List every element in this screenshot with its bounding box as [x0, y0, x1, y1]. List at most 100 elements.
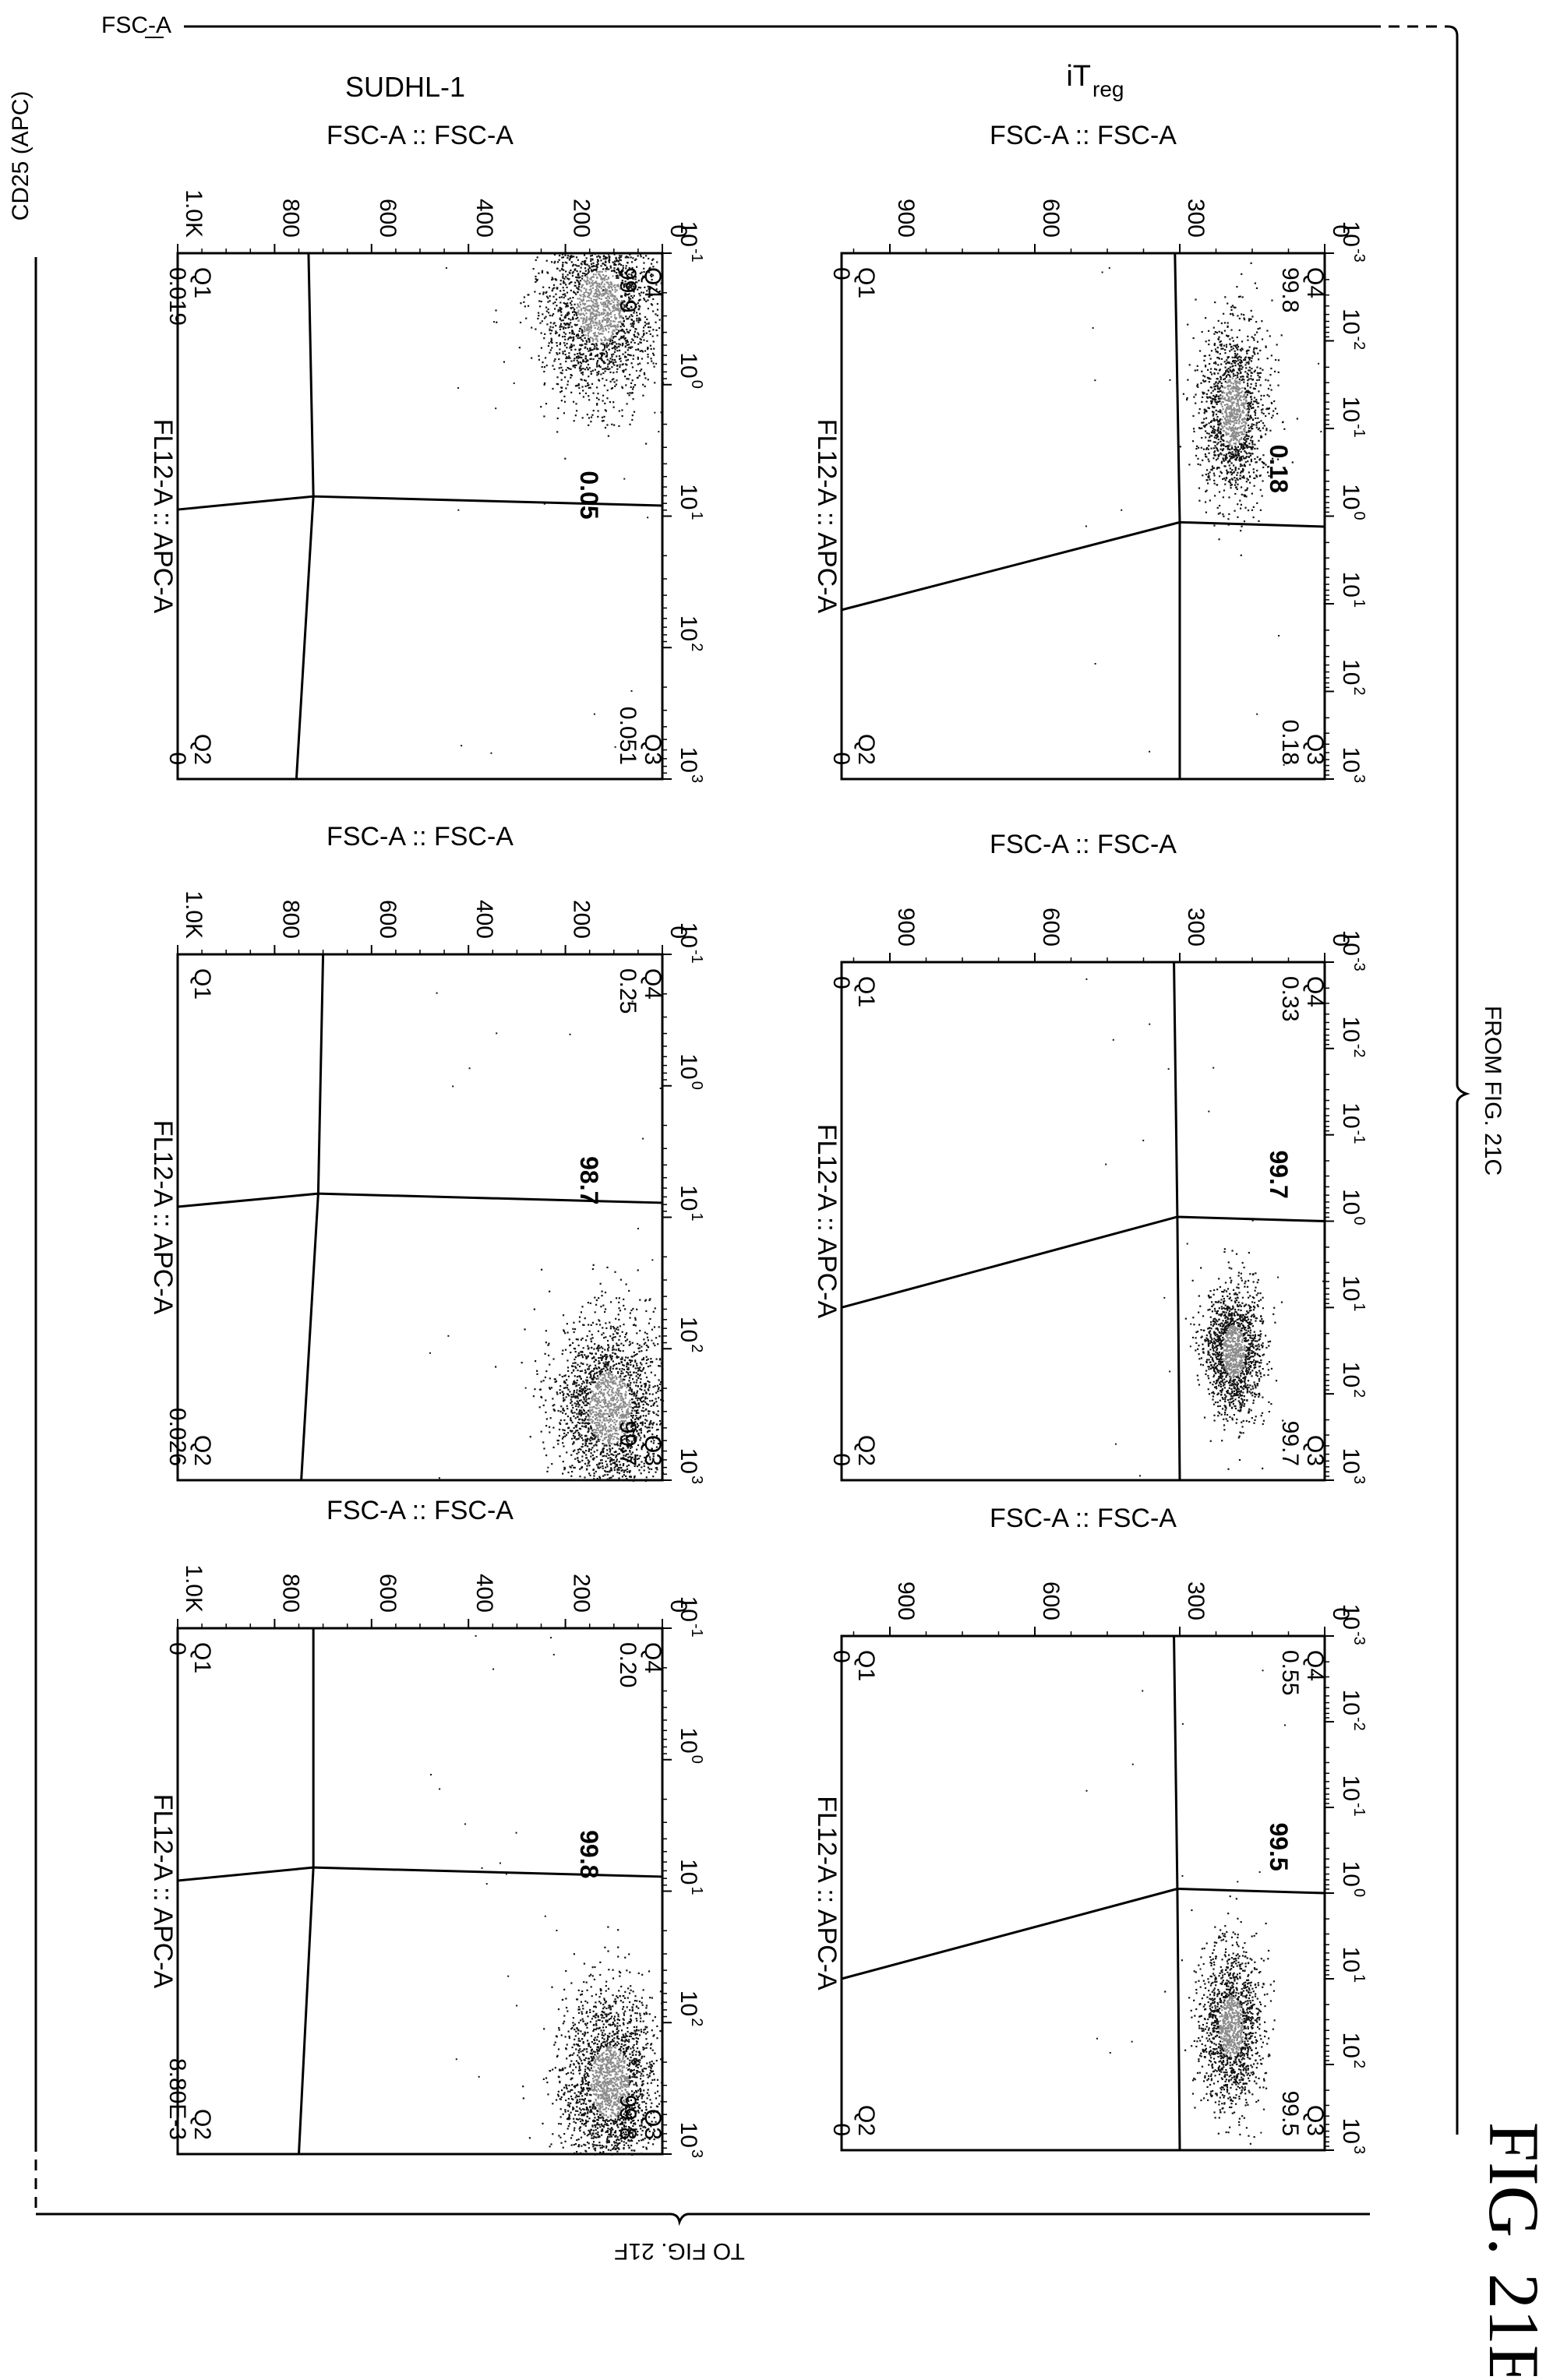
scatter-point [1262, 1342, 1263, 1344]
scatter-point [1212, 469, 1213, 471]
scatter-point [1212, 1294, 1214, 1296]
scatter-point [1235, 459, 1237, 460]
scatter-point [1206, 479, 1208, 481]
scatter-point [1216, 2048, 1217, 2050]
scatter-point [1209, 1359, 1210, 1360]
scatter-point [1266, 1363, 1268, 1365]
scatter-point [1220, 2109, 1221, 2110]
scatter-outlier [1102, 272, 1103, 273]
scatter-point [1240, 2043, 1241, 2044]
scatter-point [1216, 459, 1217, 460]
scatter-point [1220, 394, 1221, 396]
scatter-point [1244, 2026, 1245, 2027]
scatter-point [1241, 437, 1242, 439]
scatter-point [1236, 2004, 1237, 2006]
scatter-point [1232, 370, 1234, 372]
scatter-point [1212, 1350, 1214, 1352]
scatter-point [1208, 460, 1209, 462]
scatter-point [1262, 1423, 1264, 1425]
scatter-point [1255, 321, 1257, 323]
scatter-point [1264, 2036, 1265, 2037]
scatter-point [1245, 1952, 1247, 1953]
scatter-point [1255, 1371, 1257, 1373]
scatter-point [1221, 323, 1223, 324]
scatter-point [1248, 1366, 1249, 1368]
scatter-point [1198, 447, 1199, 449]
scatter-point [1243, 446, 1244, 447]
scatter-point [1220, 1400, 1221, 1402]
scatter-point [1237, 1391, 1238, 1392]
scatter-point [1220, 340, 1222, 342]
scatter-point [1241, 1395, 1243, 1396]
scatter-point [1253, 351, 1255, 352]
scatter-point [1220, 1386, 1222, 1387]
scatter-point [1235, 2094, 1237, 2096]
scatter-point [1251, 2022, 1253, 2023]
y-tick-exp: 3 [1350, 774, 1368, 783]
scatter-point [1251, 440, 1253, 442]
scatter-point [1214, 1981, 1216, 1983]
scatter-point [1209, 2008, 1211, 2009]
scatter-point [1254, 334, 1255, 336]
scatter-point [1237, 452, 1238, 453]
scatter-point [1220, 2111, 1221, 2113]
scatter-outlier [1115, 1444, 1117, 1445]
scatter-point [1251, 2025, 1253, 2026]
scatter-point [1212, 465, 1213, 467]
scatter-point [1215, 1351, 1216, 1352]
scatter-point [1252, 1402, 1254, 1404]
scatter-point [1230, 2062, 1231, 2064]
scatter-point [1244, 1281, 1246, 1282]
scatter-point [1227, 1331, 1229, 1333]
scatter-point [1220, 1929, 1221, 1930]
scatter-point [1228, 2044, 1230, 2046]
scatter-point [1230, 1299, 1232, 1301]
scatter-point [1257, 353, 1258, 354]
scatter-point [1268, 1950, 1269, 1952]
scatter-point [1214, 495, 1216, 496]
scatter-point [1205, 2051, 1207, 2053]
scatter-point [1233, 2082, 1234, 2083]
scatter-point [1235, 2061, 1237, 2063]
scatter-point [1228, 1999, 1230, 2001]
gate-value: 0.18 [1265, 445, 1293, 493]
scatter-point [1248, 2135, 1249, 2137]
scatter-point [1216, 394, 1217, 396]
scatter-point [1217, 391, 1219, 393]
scatter-point [1222, 1376, 1223, 1377]
scatter-point [1234, 351, 1236, 352]
scatter-point [1235, 2022, 1237, 2024]
scatter-point [1275, 359, 1276, 361]
scatter-point [1218, 513, 1220, 514]
scatter-point [1210, 2091, 1212, 2093]
scatter-point [1241, 471, 1242, 472]
scatter-point [1237, 376, 1238, 378]
scatter-point [1256, 366, 1258, 368]
scatter-point [1181, 1959, 1183, 1961]
scatter-point [1232, 418, 1234, 419]
scatter-point [1227, 1288, 1229, 1289]
scatter-point [1218, 1411, 1220, 1412]
scatter-point [1209, 397, 1211, 398]
scatter-point [1212, 1395, 1214, 1397]
scatter-point [1237, 391, 1238, 393]
scatter-point [1234, 480, 1236, 481]
scatter-point [1260, 2059, 1262, 2061]
scatter-point [1255, 1317, 1257, 1319]
scatter-point [1205, 2029, 1206, 2030]
scatter-point [1239, 330, 1241, 331]
gate-line-top [1175, 253, 1180, 522]
x-axis-title: FSC-A :: FSC-A [990, 830, 1177, 859]
scatter-point [1259, 1356, 1261, 1357]
scatter-point [1204, 2004, 1205, 2005]
scatter-point [1253, 337, 1255, 339]
scatter-point [1230, 1392, 1232, 1394]
scatter-point [1194, 2015, 1195, 2016]
scatter-point [1227, 1959, 1229, 1961]
scatter-point [1226, 1941, 1227, 1942]
scatter-point [1250, 406, 1251, 407]
scatter-point [1205, 448, 1207, 450]
row-label-bottom: SUDHL-1 [345, 71, 465, 103]
scatter-point [1209, 2093, 1211, 2094]
